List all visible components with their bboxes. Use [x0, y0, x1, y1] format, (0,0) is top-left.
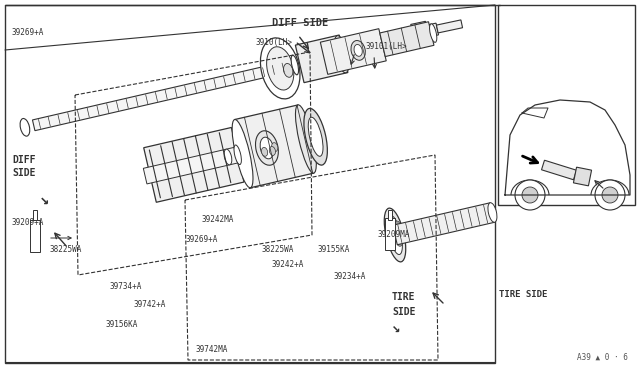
Text: 38225WA: 38225WA [50, 245, 83, 254]
Bar [5, 5, 495, 363]
Circle shape [385, 235, 390, 240]
Text: TIRE: TIRE [392, 292, 415, 302]
Ellipse shape [284, 64, 293, 77]
Text: TIRE SIDE: TIRE SIDE [499, 290, 547, 299]
Ellipse shape [307, 126, 315, 150]
Ellipse shape [260, 38, 300, 99]
Polygon shape [541, 160, 577, 180]
Text: 39209MA: 39209MA [378, 230, 410, 239]
Text: ↘: ↘ [392, 322, 401, 336]
Circle shape [390, 244, 396, 249]
Polygon shape [313, 44, 325, 65]
Polygon shape [33, 61, 291, 131]
Bar [30, 220, 40, 252]
Circle shape [395, 221, 399, 226]
Text: 39734+A: 39734+A [110, 282, 142, 291]
Ellipse shape [351, 41, 365, 60]
Text: 3910(LH>: 3910(LH> [255, 38, 292, 47]
Ellipse shape [269, 147, 275, 155]
Bar [33, 210, 37, 220]
Polygon shape [380, 22, 434, 57]
Circle shape [397, 241, 403, 246]
Ellipse shape [20, 119, 29, 136]
Text: 39155KA: 39155KA [317, 245, 349, 254]
Polygon shape [378, 29, 414, 46]
Text: 39156KA: 39156KA [105, 320, 138, 329]
Text: 39242+A: 39242+A [271, 260, 303, 269]
Ellipse shape [304, 108, 328, 165]
Ellipse shape [296, 105, 316, 173]
Polygon shape [143, 146, 244, 184]
Ellipse shape [224, 149, 232, 165]
Ellipse shape [429, 24, 437, 42]
Circle shape [595, 180, 625, 210]
Bar [385, 218, 395, 250]
Text: SIDE: SIDE [392, 307, 415, 317]
Polygon shape [362, 31, 381, 55]
Ellipse shape [232, 119, 253, 188]
Ellipse shape [234, 145, 241, 164]
Bar [388, 210, 392, 220]
Ellipse shape [384, 208, 406, 262]
Text: A39 ▲ 0 · 6: A39 ▲ 0 · 6 [577, 353, 628, 362]
Polygon shape [573, 167, 591, 186]
Polygon shape [436, 20, 463, 33]
Ellipse shape [291, 55, 298, 75]
Circle shape [388, 224, 392, 229]
Polygon shape [426, 23, 438, 37]
Ellipse shape [488, 203, 497, 222]
Text: DIFF: DIFF [12, 155, 35, 165]
Text: 39742MA: 39742MA [195, 345, 227, 354]
Ellipse shape [354, 45, 362, 56]
Polygon shape [144, 128, 244, 202]
Ellipse shape [262, 147, 268, 156]
Text: 39269+A: 39269+A [185, 235, 218, 244]
Text: 39209+A: 39209+A [12, 218, 44, 227]
Text: ↘: ↘ [40, 192, 49, 207]
Text: 39234+A: 39234+A [334, 272, 366, 281]
Text: 38225WA: 38225WA [262, 245, 294, 254]
Text: 39269+A: 39269+A [12, 28, 44, 37]
Polygon shape [411, 21, 429, 44]
Circle shape [515, 180, 545, 210]
Circle shape [522, 187, 538, 203]
Polygon shape [296, 35, 348, 83]
Ellipse shape [308, 117, 323, 156]
Polygon shape [393, 203, 495, 245]
Ellipse shape [255, 131, 278, 165]
Bar [498, 5, 635, 205]
Text: 39742+A: 39742+A [133, 300, 165, 309]
Polygon shape [342, 37, 365, 57]
Ellipse shape [260, 137, 274, 159]
Ellipse shape [267, 47, 294, 90]
Ellipse shape [334, 36, 349, 73]
Ellipse shape [388, 215, 403, 254]
Polygon shape [321, 29, 386, 74]
Polygon shape [235, 105, 314, 188]
Text: SIDE: SIDE [12, 168, 35, 178]
Polygon shape [322, 44, 346, 58]
Text: DIFF SIDE: DIFF SIDE [272, 18, 328, 28]
Ellipse shape [271, 143, 278, 151]
Text: 39101(LH>: 39101(LH> [366, 42, 408, 51]
Circle shape [602, 187, 618, 203]
Circle shape [399, 230, 404, 235]
Text: 39242MA: 39242MA [202, 215, 234, 224]
